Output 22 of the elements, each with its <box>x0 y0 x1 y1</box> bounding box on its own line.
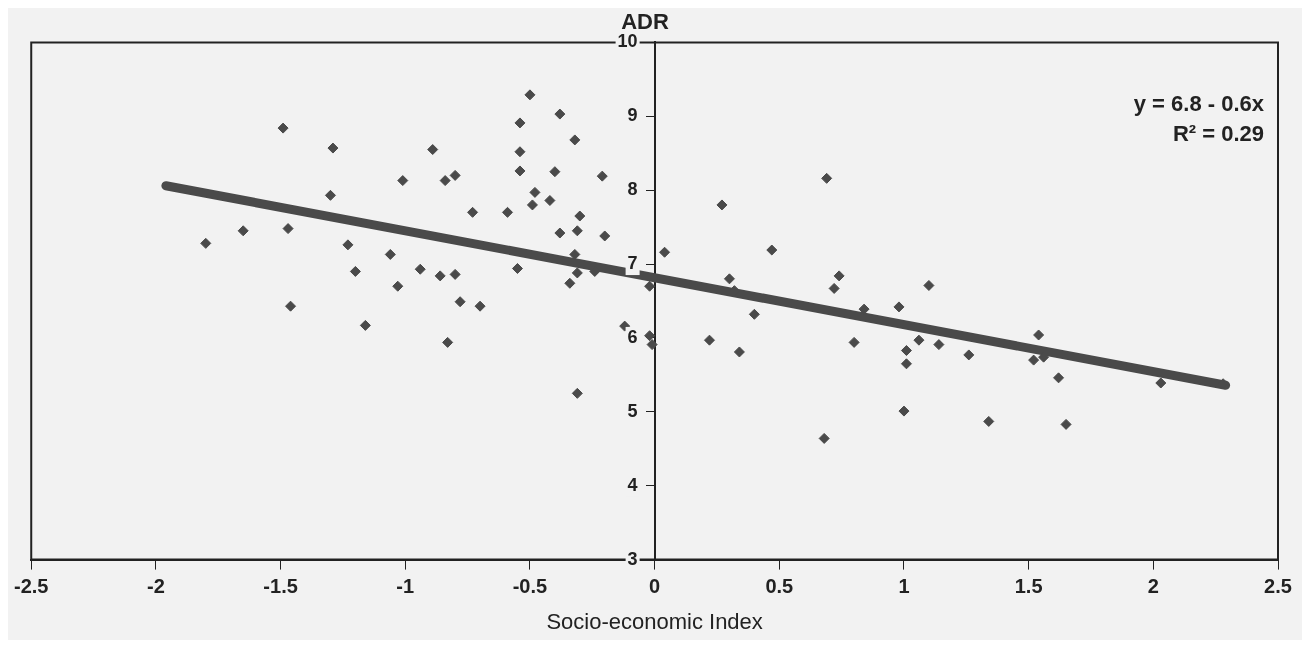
x-tick-label: 1 <box>898 575 910 598</box>
x-tick-label: -0.5 <box>512 575 548 598</box>
annotation: y = 6.8 - 0.6x <box>1133 91 1265 117</box>
y-tick-label: 6 <box>627 326 638 347</box>
y-tick-label: 3 <box>627 548 638 569</box>
y-tick-label: 10 <box>617 31 638 52</box>
y-tick-label: 5 <box>627 400 638 421</box>
x-tick-label: -2 <box>147 575 165 598</box>
x-tick-label: 0 <box>649 575 661 598</box>
x-tick-label: -1 <box>396 575 415 598</box>
y-tick-label: 7 <box>627 253 638 274</box>
y-tick-label: 8 <box>627 179 638 200</box>
y-tick-label: 9 <box>627 105 638 126</box>
x-tick-label: 2.5 <box>1264 575 1292 598</box>
x-axis-title: Socio-economic Index <box>546 608 763 634</box>
x-tick-label: 0.5 <box>765 575 794 598</box>
x-tick-label: -2.5 <box>14 575 49 598</box>
y-tick-label: 4 <box>627 474 638 495</box>
annotation: R² = 0.29 <box>1172 121 1264 147</box>
x-tick-label: -1.5 <box>263 575 298 598</box>
x-tick-label: 1.5 <box>1014 575 1043 598</box>
x-tick-label: 2 <box>1147 575 1159 598</box>
